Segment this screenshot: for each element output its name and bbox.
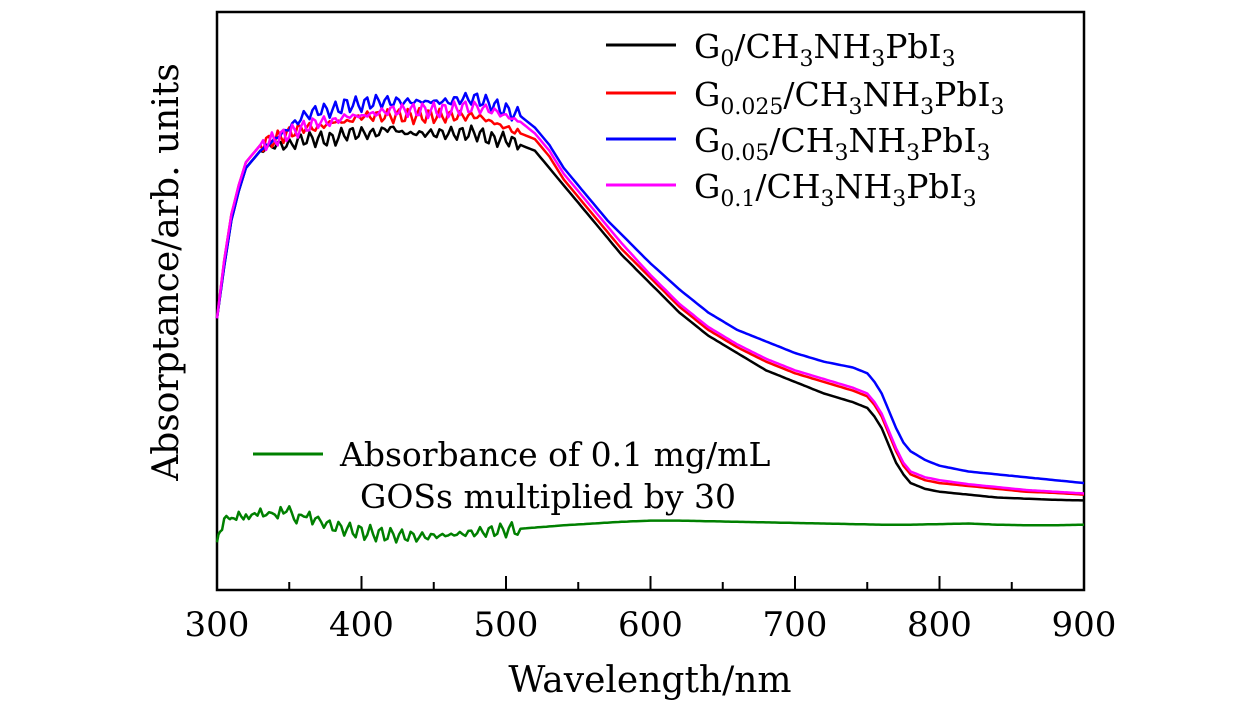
series-line-2 bbox=[215, 91, 1085, 485]
series-line-0 bbox=[215, 124, 1084, 502]
x-ticks: 300 400 500 600 700 800 900 bbox=[185, 576, 1117, 645]
x-tick-label: 500 bbox=[474, 605, 539, 645]
series-lines bbox=[215, 91, 1085, 544]
y-axis-label: Absorptance/arb. units bbox=[146, 63, 187, 482]
x-tick-label: 700 bbox=[763, 605, 828, 645]
gos-annotation-line1: Absorbance of 0.1 mg/mL bbox=[339, 435, 770, 474]
legend: G0/CH3NH3PbI3G0.025/CH3NH3PbI3G0.05/CH3N… bbox=[606, 27, 1005, 212]
x-axis-label: Wavelength/nm bbox=[508, 660, 791, 701]
x-tick-label: 600 bbox=[618, 605, 683, 645]
gos-annotation: Absorbance of 0.1 mg/mL GOSs multiplied … bbox=[253, 435, 770, 516]
legend-label-0: G0/CH3NH3PbI3 bbox=[694, 27, 956, 72]
series-line-3 bbox=[215, 100, 1085, 495]
x-tick-label: 900 bbox=[1052, 605, 1117, 645]
x-tick-label: 800 bbox=[907, 605, 972, 645]
legend-label-1: G0.025/CH3NH3PbI3 bbox=[694, 75, 1005, 120]
legend-label-2: G0.05/CH3NH3PbI3 bbox=[694, 121, 991, 166]
x-tick-label: 400 bbox=[329, 605, 394, 645]
gos-annotation-line2: GOSs multiplied by 30 bbox=[360, 477, 736, 516]
series-line-4 bbox=[215, 505, 1084, 544]
legend-label-3: G0.1/CH3NH3PbI3 bbox=[694, 167, 977, 212]
x-tick-label: 300 bbox=[185, 605, 250, 645]
